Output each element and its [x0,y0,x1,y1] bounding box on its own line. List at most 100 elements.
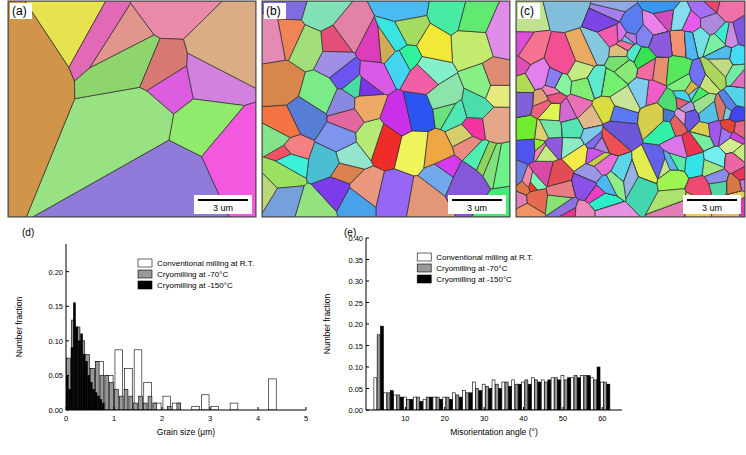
legend: Conventional milling at R.T.Cryomilling … [417,253,533,284]
grain [545,67,562,88]
bar [581,376,584,410]
x-tick-label: 30 [480,414,488,423]
bar [443,397,446,410]
bar [518,384,521,410]
grain [675,109,686,125]
grain [360,61,397,96]
bar [173,403,181,410]
grain [536,145,559,161]
bar [545,382,548,410]
bar [110,382,114,410]
y-tick [66,306,69,307]
grain [685,31,699,60]
legend: Conventional milling at R.T.Cryomilling … [138,259,254,290]
map-frame [8,1,256,217]
grain [529,182,538,192]
bar [90,369,94,411]
bar [453,393,456,410]
bar [380,326,383,410]
grain [685,110,700,131]
grain [516,181,530,195]
bar [541,380,544,410]
bar [564,380,567,410]
bar [535,380,538,410]
scale-bar [198,199,248,201]
bar [568,378,571,410]
y-tick-label: 0.05 [348,385,363,394]
bar [594,380,597,410]
grain [675,109,686,125]
grain [572,173,597,200]
grain [657,170,689,191]
bar [531,378,534,410]
grain [516,92,533,117]
bar [148,396,152,410]
grain [614,60,638,84]
grain [582,8,620,32]
bar [100,400,102,410]
figure: (a)3 um(b)3 um(c)3 um0.000.050.100.150.2… [0,0,746,455]
grain [572,173,597,200]
bar [587,376,590,410]
bar [479,391,482,410]
grain [638,103,664,140]
y-tick [366,281,369,282]
bar [456,395,459,410]
map-background [8,1,256,217]
grain [516,115,537,140]
bar [512,380,515,410]
grain [547,93,567,104]
grain [483,107,510,143]
grain [486,1,510,60]
grain [588,65,607,98]
y-tick [366,324,369,325]
panel-label: (d) [22,227,34,238]
bar [144,382,152,410]
bar [76,327,78,410]
grain [610,106,639,124]
grain [582,8,620,32]
bar [551,378,554,410]
bar [492,380,495,410]
grain [287,96,327,140]
bar [71,348,73,410]
grain [638,103,664,140]
grain [333,1,374,53]
grain [543,1,591,33]
legend-swatch [138,281,152,289]
grain [595,201,641,217]
legend-label: Conventional milling at R.T. [157,259,254,268]
bar [485,386,488,410]
bar [129,396,133,410]
grain [536,145,559,161]
bar [528,384,531,410]
legend-swatch [138,270,152,278]
grain [575,200,595,217]
grain [703,46,731,59]
bar [440,399,443,410]
grain [536,145,559,161]
grain [572,173,597,200]
panel-label: (b) [266,4,281,18]
y-tick [66,375,69,376]
scale-text: 3 um [213,203,233,213]
x-tick-label: 60 [598,414,606,423]
x-tick [258,407,259,410]
x-tick-label: 0 [64,414,68,423]
grain [262,1,307,20]
grain [638,103,664,140]
x-axis [366,410,622,411]
bar [100,375,104,410]
bar [153,403,161,410]
grain [659,136,687,159]
grain [638,103,664,140]
grain [477,141,497,176]
grain [689,132,714,152]
x-axis-label: Grain size (μm) [157,427,215,437]
grain [621,36,635,45]
legend-label: Cryomilling at -150°C [436,275,512,284]
map-frame [516,1,745,217]
bar [88,375,90,410]
x-tick-label: 4 [256,414,260,423]
bar [561,376,564,410]
